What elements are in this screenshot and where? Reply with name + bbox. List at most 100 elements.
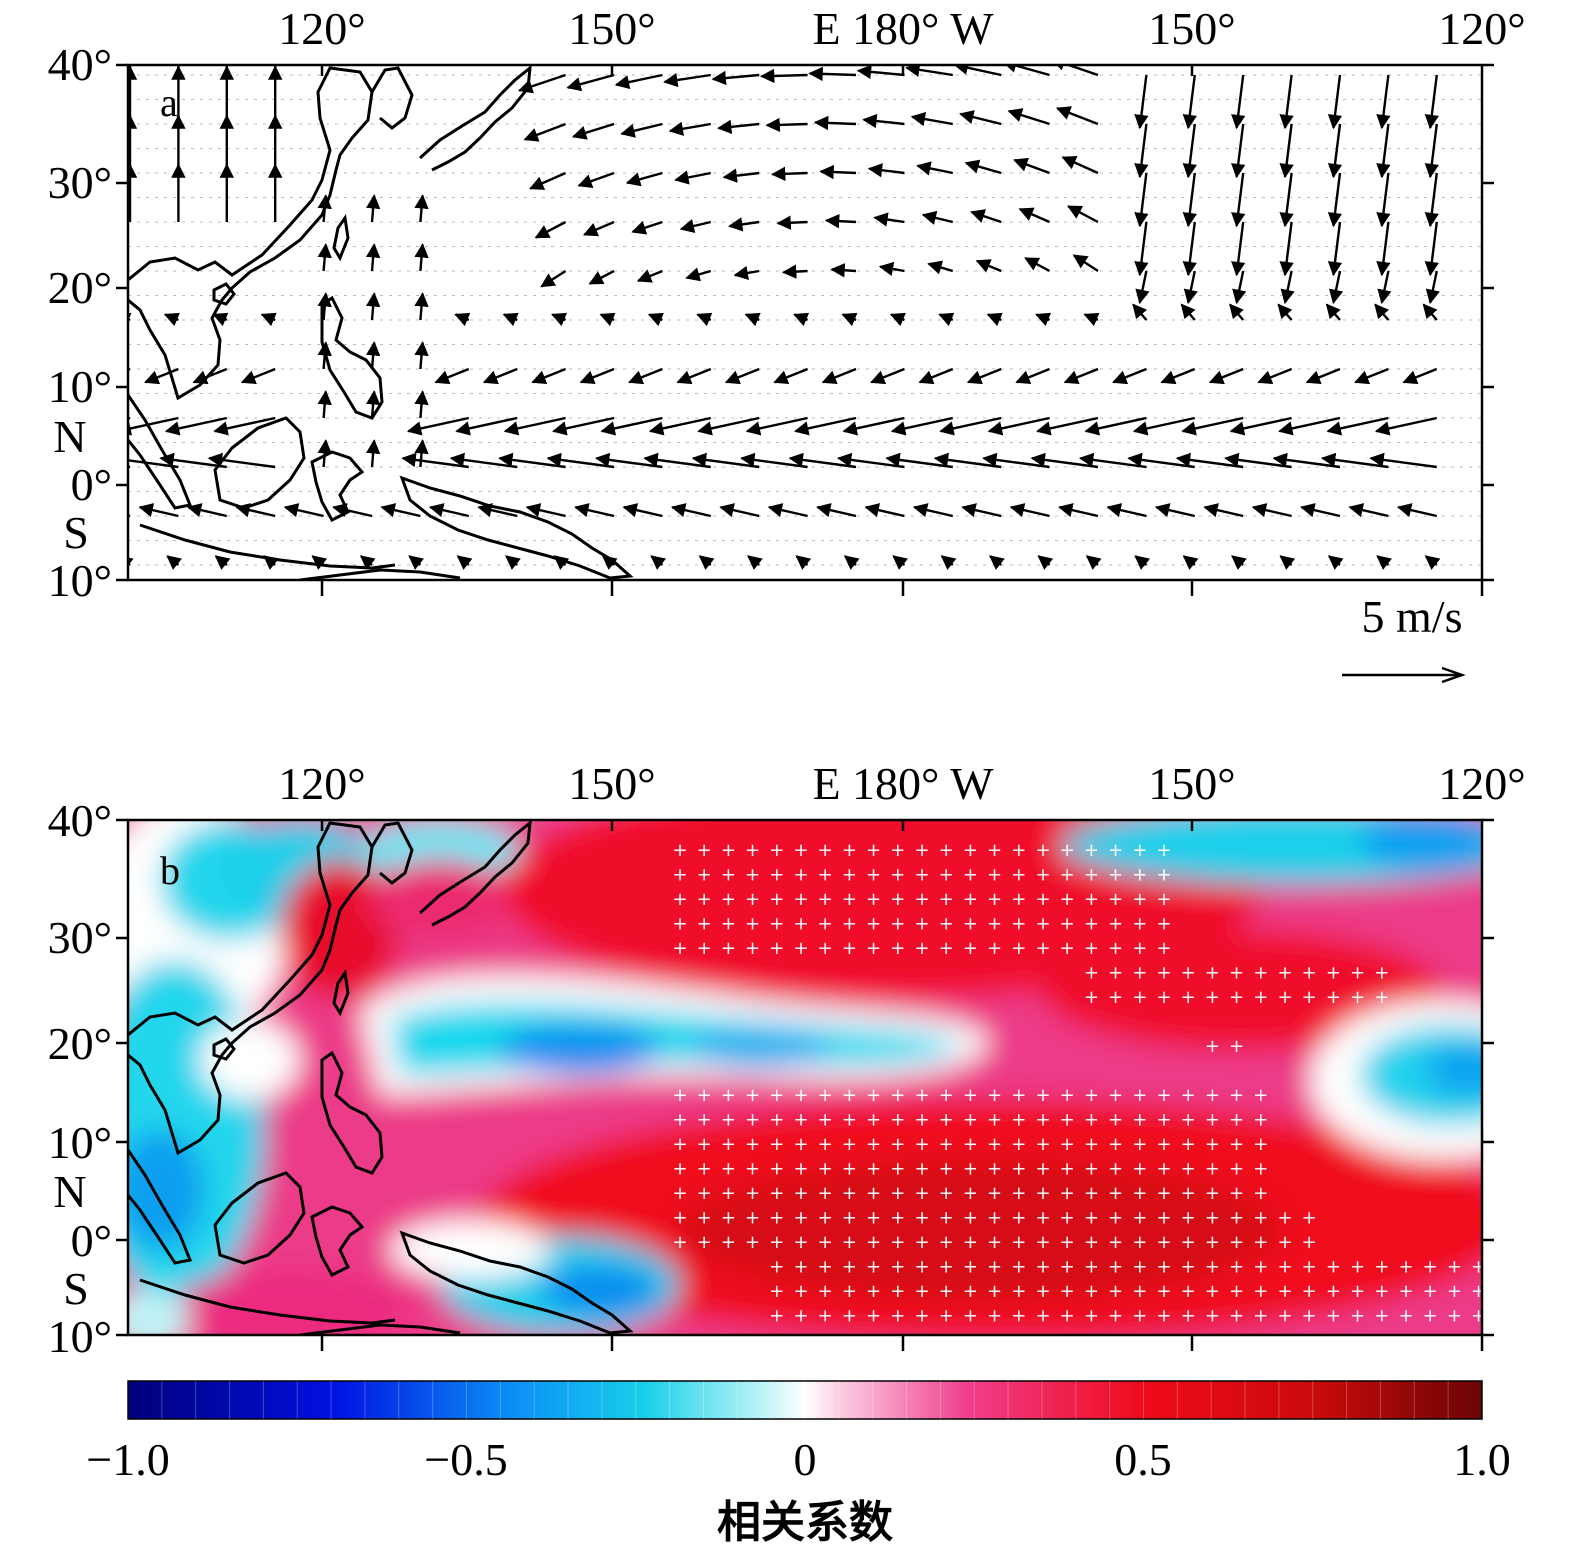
significance-marker: + xyxy=(1156,987,1171,1008)
significance-marker: + xyxy=(914,1085,929,1106)
wind-vector xyxy=(1425,270,1440,305)
significance-marker: + xyxy=(890,1208,905,1229)
wind-vector xyxy=(674,170,712,185)
wind-vector xyxy=(213,416,276,436)
significance-marker: + xyxy=(793,1134,808,1155)
significance-marker: + xyxy=(1181,1306,1196,1327)
significance-marker: + xyxy=(842,1281,857,1302)
significance-marker: + xyxy=(866,1159,881,1180)
significance-marker: + xyxy=(697,889,712,910)
significance-marker: + xyxy=(745,1134,760,1155)
significance-marker: + xyxy=(769,840,784,861)
wind-vector xyxy=(317,390,332,419)
significance-marker: + xyxy=(1181,1110,1196,1131)
wind-vector xyxy=(359,555,376,570)
significance-marker: + xyxy=(914,914,929,935)
significance-marker: + xyxy=(1205,963,1220,984)
significance-marker: + xyxy=(1060,1232,1075,1253)
wind-vector xyxy=(1376,74,1391,130)
significance-marker: + xyxy=(963,1134,978,1155)
wind-vector xyxy=(794,416,857,436)
wind-vector xyxy=(1305,367,1341,385)
significance-marker: + xyxy=(866,865,881,886)
significance-marker: + xyxy=(914,1134,929,1155)
panel-b-significance-markers: + + + + + + + + + + + + + + + + + + + + + + + + + + + + + + + + + + + + + + + +… xyxy=(672,840,1482,1327)
significance-marker: + xyxy=(1132,1110,1147,1131)
wind-vector xyxy=(986,312,1003,327)
panel-a-sulawesi-coast xyxy=(310,450,365,522)
significance-marker: + xyxy=(1326,987,1341,1008)
wind-vector xyxy=(648,416,712,436)
wind-vector xyxy=(1231,172,1246,228)
significance-marker: + xyxy=(793,914,808,935)
wind-vector xyxy=(1015,367,1051,385)
wind-vector xyxy=(870,367,905,385)
wind-vector xyxy=(813,115,857,131)
significance-marker: + xyxy=(672,1208,687,1229)
wind-vector xyxy=(365,243,381,272)
significance-marker: + xyxy=(914,840,929,861)
significance-marker: + xyxy=(697,1110,712,1131)
significance-marker: + xyxy=(1108,987,1123,1008)
significance-marker: + xyxy=(793,1281,808,1302)
significance-marker: + xyxy=(1350,1257,1365,1278)
significance-marker: + xyxy=(842,865,857,886)
significance-marker: + xyxy=(1084,889,1099,910)
significance-marker: + xyxy=(1132,1281,1147,1302)
significance-marker: + xyxy=(1447,1306,1462,1327)
significance-marker: + xyxy=(842,840,857,861)
wind-vector xyxy=(1231,74,1246,130)
significance-marker: + xyxy=(793,889,808,910)
significance-marker: + xyxy=(672,938,687,959)
significance-marker: + xyxy=(987,914,1002,935)
significance-marker: + xyxy=(1084,1232,1099,1253)
wind-vector xyxy=(365,341,381,370)
significance-marker: + xyxy=(1423,1257,1438,1278)
significance-marker: + xyxy=(1011,1208,1026,1229)
wind-vector xyxy=(1374,303,1390,321)
wind-vector xyxy=(1422,303,1438,321)
significance-marker: + xyxy=(1205,1085,1220,1106)
significance-marker: + xyxy=(745,1159,760,1180)
wind-vector xyxy=(454,312,471,327)
significance-marker: + xyxy=(769,1085,784,1106)
wind-vector xyxy=(214,555,231,570)
significance-marker: + xyxy=(914,1281,929,1302)
significance-marker: + xyxy=(939,1232,954,1253)
significance-marker: + xyxy=(793,1208,808,1229)
wind-vector xyxy=(365,292,381,321)
significance-marker: + xyxy=(672,914,687,935)
significance-marker: + xyxy=(818,840,833,861)
significance-marker: + xyxy=(939,1159,954,1180)
significance-marker: + xyxy=(793,1110,808,1131)
significance-marker: + xyxy=(769,1232,784,1253)
significance-marker: + xyxy=(1011,889,1026,910)
panel-b-left-label-10n: 10° xyxy=(48,1117,112,1168)
wind-vector xyxy=(1182,555,1199,570)
wind-vector xyxy=(1326,416,1389,436)
significance-marker: + xyxy=(890,938,905,959)
significance-marker: + xyxy=(697,1232,712,1253)
wind-vector xyxy=(1182,74,1197,130)
panel-b-left-label-s: S xyxy=(63,1263,89,1314)
significance-marker: + xyxy=(1035,1281,1050,1302)
wind-vector xyxy=(631,220,663,235)
wind-vector xyxy=(793,312,810,327)
significance-marker: + xyxy=(697,1208,712,1229)
panel-a-label: a xyxy=(160,80,178,125)
panel-a-left-axis-labels: 40° 30° 20° 10° N 0° S 10° xyxy=(48,39,112,606)
panel-a-wind-vectors xyxy=(128,65,1441,570)
wind-vector xyxy=(1424,221,1439,277)
significance-marker: + xyxy=(721,1134,736,1155)
wind-vector xyxy=(428,503,470,518)
wind-vector xyxy=(1182,172,1197,228)
significance-marker: + xyxy=(1326,1306,1341,1327)
significance-marker: + xyxy=(987,1085,1002,1106)
significance-marker: + xyxy=(987,1134,1002,1155)
significance-marker: + xyxy=(1108,1085,1123,1106)
significance-marker: + xyxy=(1181,1232,1196,1253)
wind-vector xyxy=(1424,172,1439,228)
wind-vector xyxy=(600,416,663,436)
wind-vector xyxy=(676,367,712,385)
wind-vector xyxy=(1024,257,1051,273)
